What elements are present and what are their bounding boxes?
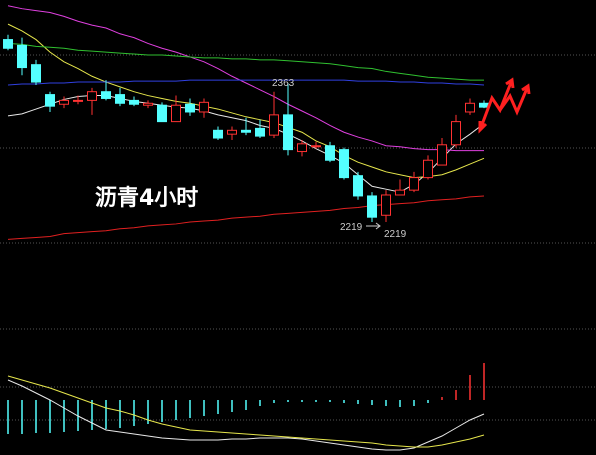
candle-body xyxy=(171,104,181,123)
candle-body xyxy=(297,143,307,153)
forecast-arrow xyxy=(478,77,515,134)
ma-line xyxy=(7,23,485,179)
forecast-arrow xyxy=(498,83,531,116)
ma-line xyxy=(7,375,485,448)
ma-line xyxy=(7,42,484,81)
annotation-arrow xyxy=(366,222,381,230)
candle-body xyxy=(479,102,489,108)
ma-line xyxy=(7,79,485,86)
candle-body xyxy=(185,103,195,113)
candle-body xyxy=(3,39,13,49)
candle-body xyxy=(17,44,27,69)
candle-body xyxy=(283,114,293,151)
candle-body xyxy=(269,114,279,136)
ma-line xyxy=(7,195,485,240)
candle-body xyxy=(311,145,321,148)
candle-body xyxy=(409,177,419,191)
candle-body xyxy=(381,194,391,216)
candle-body xyxy=(157,104,167,123)
candle-body xyxy=(395,189,405,196)
candle-body xyxy=(339,149,349,179)
candle-body xyxy=(213,129,223,139)
candle-body xyxy=(87,91,97,101)
candle-body xyxy=(129,99,139,105)
candle-body xyxy=(143,102,153,106)
candle-body xyxy=(353,175,363,197)
candle-body xyxy=(31,64,41,83)
candle-body xyxy=(255,127,265,137)
candle-body xyxy=(73,99,83,102)
candle-body xyxy=(101,91,111,99)
candle-body xyxy=(367,195,377,218)
candle-body xyxy=(227,129,237,135)
annotation: 2219 xyxy=(384,229,407,240)
candle-body xyxy=(115,94,125,104)
candle-body xyxy=(199,101,209,113)
candle-body xyxy=(451,121,461,146)
ma-line xyxy=(7,379,485,451)
candle-body xyxy=(465,102,475,113)
ma-line xyxy=(7,5,484,152)
candle-body xyxy=(45,94,55,107)
candle-body xyxy=(325,145,335,161)
candle-body xyxy=(423,159,433,179)
candle-body xyxy=(241,129,251,133)
candle-body xyxy=(437,144,447,166)
chart-title: 沥青4小时 xyxy=(95,186,198,211)
annotation: 2219 xyxy=(340,222,363,233)
annotation: 2363 xyxy=(272,78,295,89)
candle-body xyxy=(59,99,69,105)
